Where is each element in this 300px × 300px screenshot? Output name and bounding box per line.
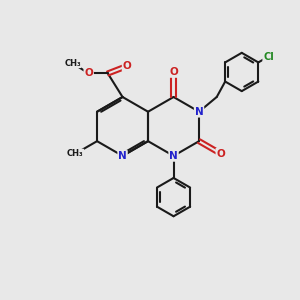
Text: N: N	[169, 151, 178, 161]
Text: CH₃: CH₃	[64, 58, 81, 68]
Text: Cl: Cl	[263, 52, 274, 61]
Text: O: O	[169, 67, 178, 77]
Text: O: O	[84, 68, 93, 78]
Text: CH₃: CH₃	[67, 149, 84, 158]
Text: N: N	[195, 107, 203, 117]
Text: O: O	[123, 61, 131, 71]
Text: O: O	[216, 149, 225, 159]
Text: N: N	[118, 151, 127, 161]
